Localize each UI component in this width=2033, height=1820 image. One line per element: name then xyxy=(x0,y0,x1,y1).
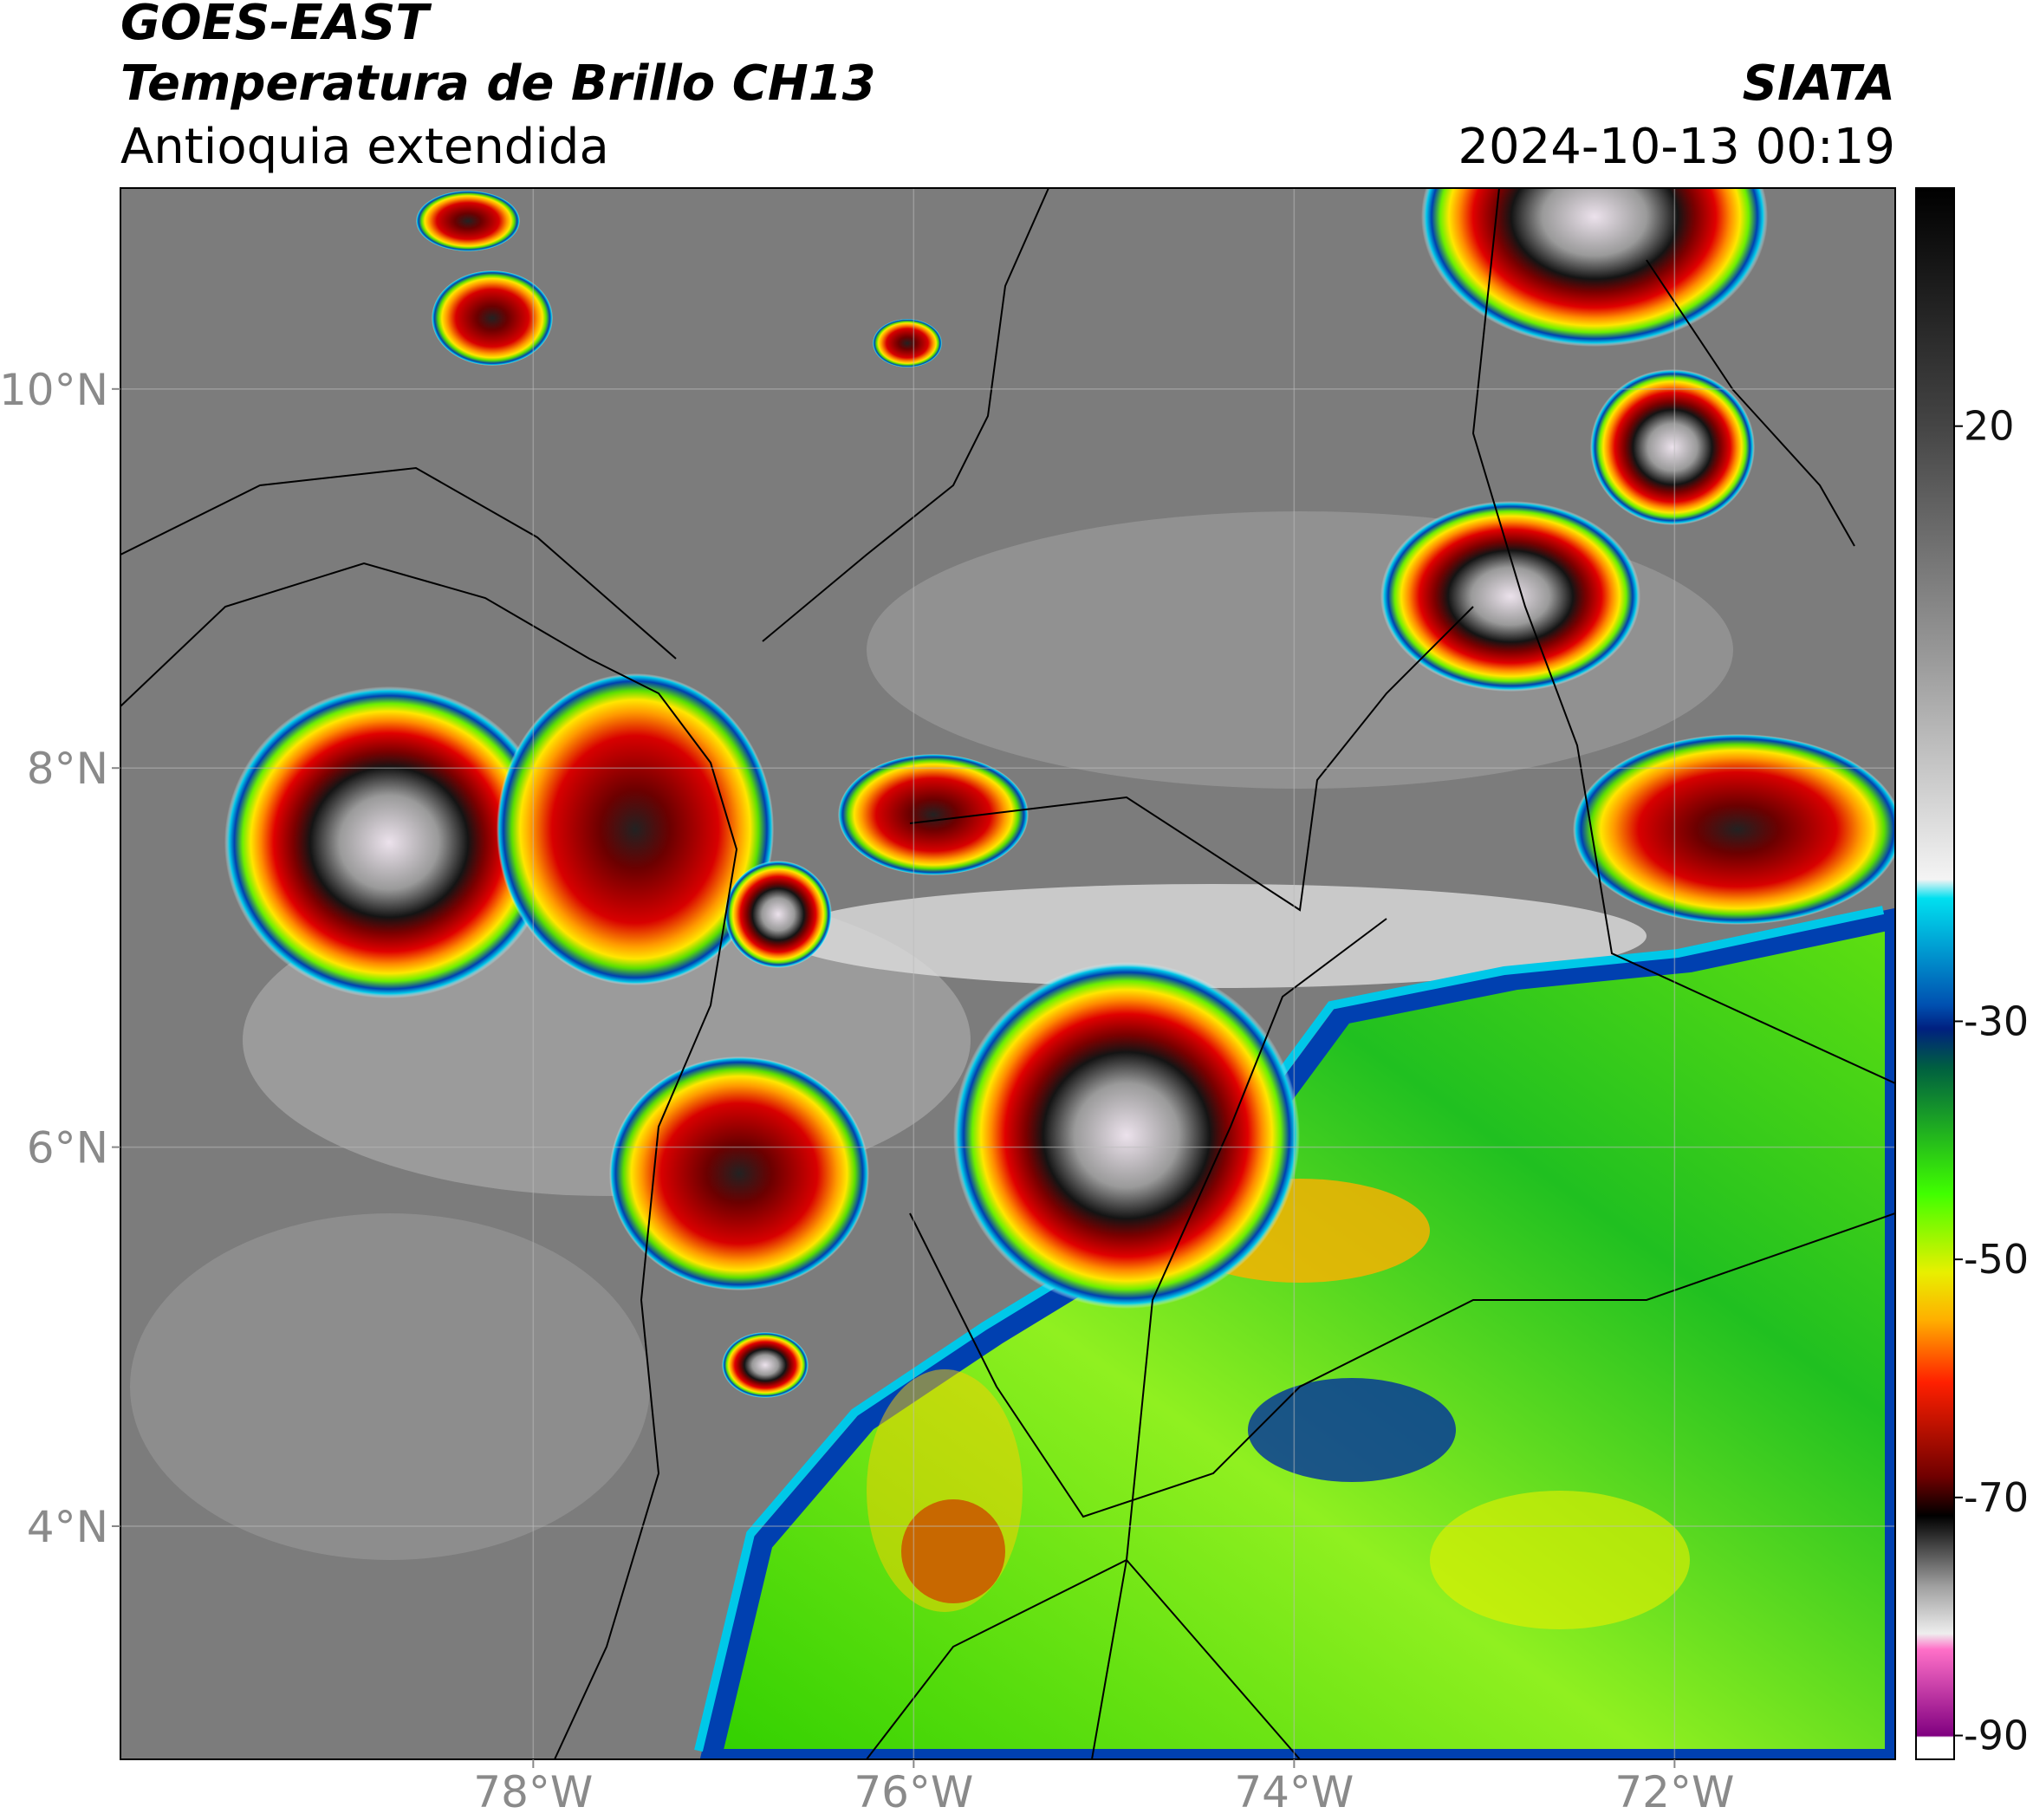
lon-tick-label: 72°W xyxy=(1614,1767,1734,1817)
colorbar-tick-label: -70 xyxy=(1964,1474,2029,1521)
colorbar xyxy=(1915,187,1955,1760)
map-frame xyxy=(120,187,1896,1760)
product: Temperatura de Brillo CH13 xyxy=(120,55,876,112)
source: SIATA xyxy=(1743,55,1895,112)
lat-tick-label: 8°N xyxy=(27,744,108,794)
colorbar-tick-label: -50 xyxy=(1964,1236,2029,1283)
satellite: GOES-EAST xyxy=(120,0,432,51)
region: Antioquia extendida xyxy=(120,119,609,175)
lon-tick-label: 78°W xyxy=(473,1767,593,1817)
colorbar-tick-label: 20 xyxy=(1964,403,2015,450)
lon-tick-label: 74°W xyxy=(1234,1767,1354,1817)
colorbar-tick-label: -90 xyxy=(1964,1713,2029,1759)
datetime: 2024-10-13 00:19 xyxy=(1458,119,1895,175)
satellite-image xyxy=(120,188,1895,1759)
lon-tick-label: 76°W xyxy=(854,1767,973,1817)
lat-tick-label: 4°N xyxy=(27,1502,108,1552)
lat-tick-label: 6°N xyxy=(27,1123,108,1173)
lat-tick-label: 10°N xyxy=(0,365,108,415)
colorbar-tick-label: -30 xyxy=(1964,998,2029,1044)
